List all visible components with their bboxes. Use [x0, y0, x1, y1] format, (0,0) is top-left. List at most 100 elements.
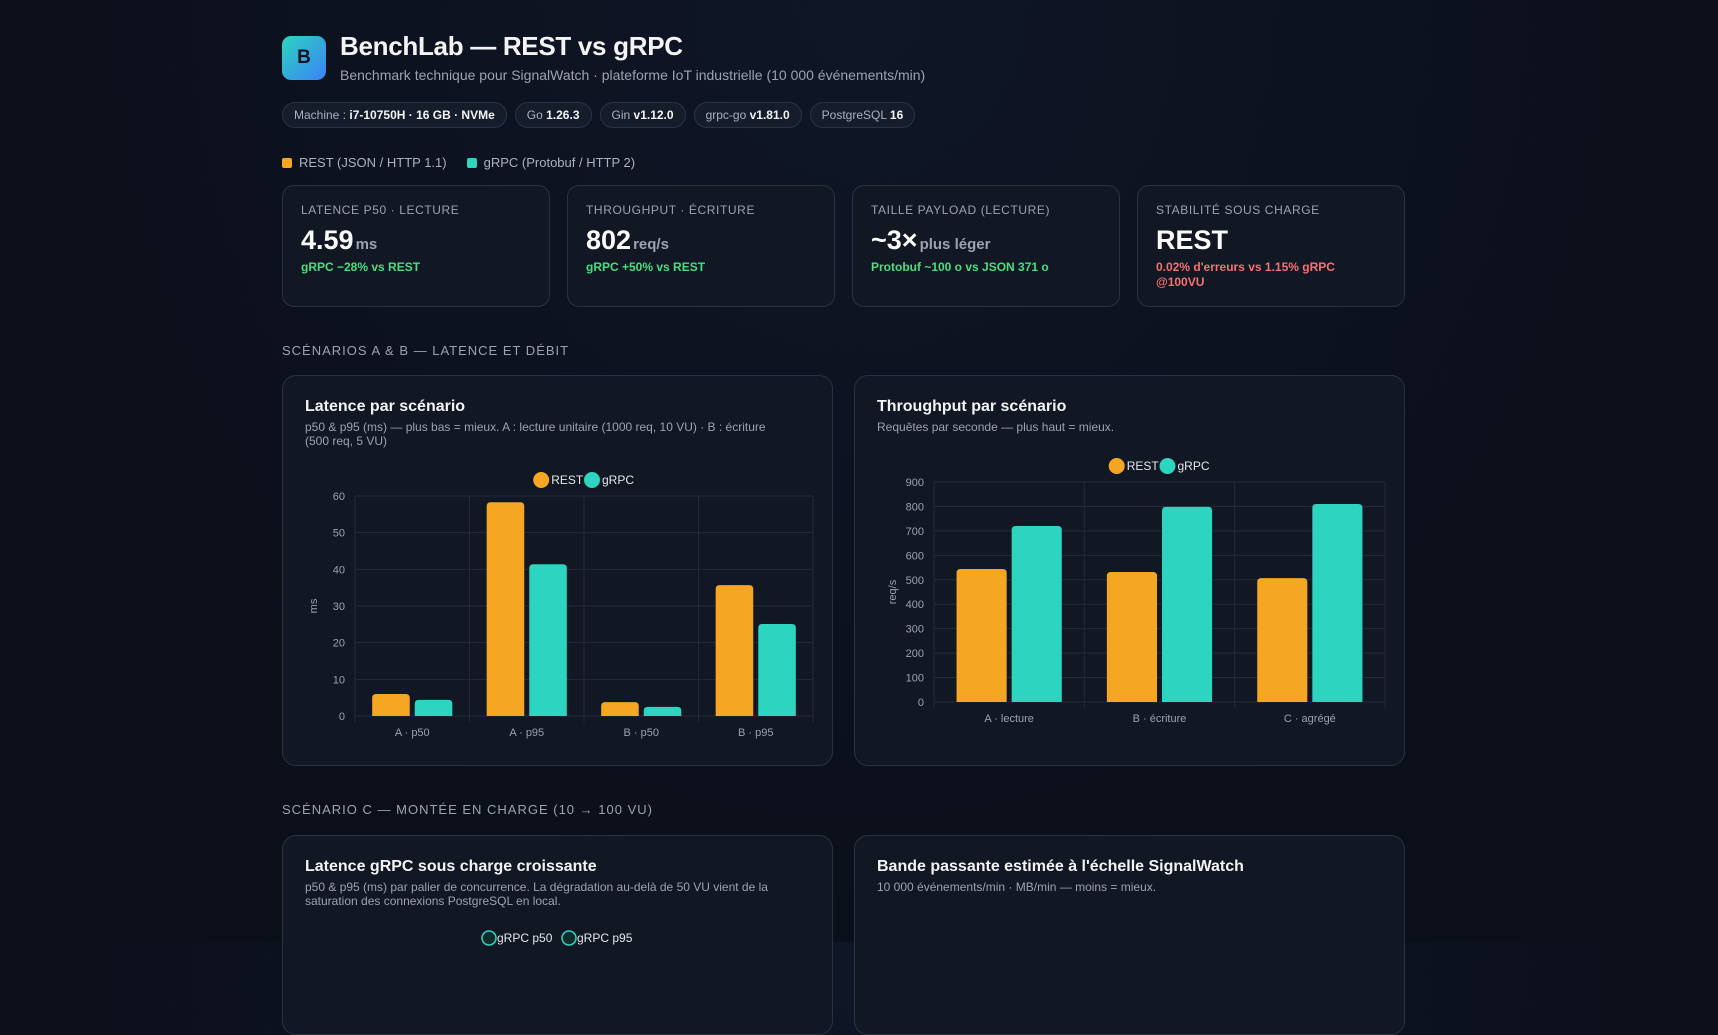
legend-label: REST [551, 473, 584, 487]
kpi-card: THROUGHPUT · ÉCRITURE 802 req/s gRPC +50% v… [567, 185, 835, 307]
kpi-label: THROUGHPUT · ÉCRITURE [586, 203, 756, 217]
chart-card: Latence par scénario p50 & p95 (ms) — plu… [282, 375, 833, 766]
chip: Machine : i7-10750H · 16 GB · NVMe [282, 102, 507, 128]
y-tick-label: 20 [333, 638, 345, 650]
chip-label: Gin [611, 108, 631, 122]
y-tick-label: 500 [906, 575, 924, 587]
legend-label: gRPC [602, 473, 634, 487]
bar [1106, 571, 1157, 702]
kpi-unit: plus léger [919, 236, 991, 253]
kpi-value-row: 802 req/s [586, 225, 816, 256]
x-tick-label: A · p50 [395, 727, 430, 739]
chip-value: v1.12.0 [633, 108, 674, 122]
chart-title: Latence par scénario [305, 398, 466, 415]
kpi-unit: req/s [633, 236, 669, 253]
kpi-card: STABILITÉ SOUS CHARGE REST 0.02% d'erreurs… [1137, 185, 1405, 307]
kpi-value: 802 [586, 225, 632, 255]
legend-label: REST (JSON / HTTP 1.1) [299, 155, 447, 170]
y-tick-label: 60 [333, 491, 345, 503]
x-tick-label: B · écriture [1133, 713, 1187, 725]
legend-marker [533, 472, 550, 488]
y-tick-label: 10 [333, 674, 345, 686]
x-tick-label: B · p50 [624, 727, 659, 739]
chip: Gin v1.12.0 [599, 102, 686, 128]
kpi-note: gRPC −28% vs REST [301, 260, 421, 274]
kpi-value-row: REST [1156, 225, 1386, 256]
bar [486, 502, 525, 716]
legend-label: gRPC (Protobuf / HTTP 2) [483, 155, 636, 170]
chart-subtitle: p50 & p95 (ms) par palier de concurrence… [305, 880, 768, 908]
legend-swatch [282, 158, 292, 168]
kpi-card: LATENCE P50 · LECTURE 4.59 ms gRPC −28% vs … [282, 185, 550, 307]
kpi-card: TAILLE PAYLOAD (LECTURE) ~3× plus léger Pro… [852, 185, 1120, 307]
kpi-label: STABILITÉ SOUS CHARGE [1156, 203, 1320, 217]
kpi-label: LATENCE P50 · LECTURE [301, 203, 460, 217]
y-tick-label: 300 [906, 624, 924, 636]
legend-label: gRPC p50 [497, 931, 553, 945]
kpi-value: REST [1156, 225, 1229, 255]
x-tick-label: C · agrégé [1284, 713, 1336, 725]
bar [601, 702, 639, 716]
y-axis-title: ms [308, 598, 320, 613]
chip-value: v1.81.0 [749, 108, 790, 122]
chart-subtitle: Requêtes par seconde — plus haut = mieux… [877, 420, 1115, 434]
legend-marker [561, 930, 577, 946]
legend-marker [1108, 458, 1125, 474]
legend-marker [1159, 458, 1176, 474]
chart-title: Bande passante estimée à l'échelle Signa… [877, 858, 1244, 875]
section-heading: SCÉNARIOS A & B — LATENCE ET DÉBIT [282, 343, 570, 358]
bar [643, 706, 682, 716]
y-tick-label: 200 [906, 648, 924, 660]
chips: Machine : i7-10750H · 16 GB · NVMe Go 1.2… [282, 102, 916, 128]
chip: grpc-go v1.81.0 [693, 102, 802, 128]
chart-card: Latence gRPC sous charge croissante p50 &… [282, 835, 833, 1035]
legend-label: gRPC [1178, 459, 1210, 473]
chip-label: Go [526, 108, 543, 122]
chip: PostgreSQL 16 [809, 102, 916, 128]
kpi-note: 0.02% d'erreurs vs 1.15% gRPC @100VU [1156, 260, 1335, 289]
chip-value: 16 [889, 108, 904, 122]
legend-item: REST (JSON / HTTP 1.1) [282, 155, 447, 170]
chip-value: i7-10750H · 16 GB · NVMe [349, 108, 495, 122]
bar [1312, 504, 1363, 702]
legend-marker [481, 930, 497, 946]
chart-title: Latence gRPC sous charge croissante [305, 858, 597, 875]
chart-card: Bande passante estimée à l'échelle Signa… [854, 835, 1405, 1035]
bar [956, 569, 1007, 702]
y-tick-label: 30 [333, 601, 345, 613]
bar [758, 623, 796, 716]
chart-subtitle: p50 & p95 (ms) — plus bas = mieux. A : l… [305, 420, 766, 448]
y-tick-label: 900 [906, 477, 924, 489]
chip-label: PostgreSQL [821, 108, 887, 122]
logo: B [282, 36, 326, 80]
y-tick-label: 400 [906, 599, 924, 611]
bar [414, 699, 453, 716]
bar [715, 585, 754, 716]
y-tick-label: 40 [333, 564, 345, 576]
legend-swatch [466, 158, 477, 168]
legend-marker [584, 472, 600, 488]
chart: gRPC p50 gRPC p95 [481, 930, 633, 946]
y-tick-label: 100 [906, 673, 924, 685]
x-tick-label: A · lecture [984, 713, 1034, 725]
y-tick-label: 800 [906, 501, 924, 513]
kpi-note: gRPC +50% vs REST [586, 260, 706, 274]
kpi-note: Protobuf ~100 o vs JSON 371 o [871, 260, 1049, 274]
chart-card: Throughput par scénario Requêtes par seco… [854, 375, 1405, 766]
y-tick-label: 600 [906, 550, 924, 562]
chip-label: grpc-go [705, 108, 747, 122]
kpi-value: ~3× [871, 225, 918, 255]
legend: REST (JSON / HTTP 1.1) gRPC (Protobuf / H… [282, 155, 635, 170]
bar [1011, 526, 1062, 702]
bar [372, 694, 410, 716]
chip-label: Machine : [294, 108, 347, 122]
section-heading: SCÉNARIO C — MONTÉE EN CHARGE (10 → 100 … [282, 802, 653, 817]
bar [1162, 506, 1213, 702]
chart: 0 100 200 300 400 500 600 700 800 900 req/s A · lec… [887, 458, 1386, 725]
chip: Go 1.26.3 [514, 102, 592, 128]
y-tick-label: 700 [906, 526, 924, 538]
y-tick-label: 0 [339, 711, 345, 723]
chip-value: 1.26.3 [546, 108, 580, 122]
kpi-value: 4.59 [301, 225, 354, 255]
